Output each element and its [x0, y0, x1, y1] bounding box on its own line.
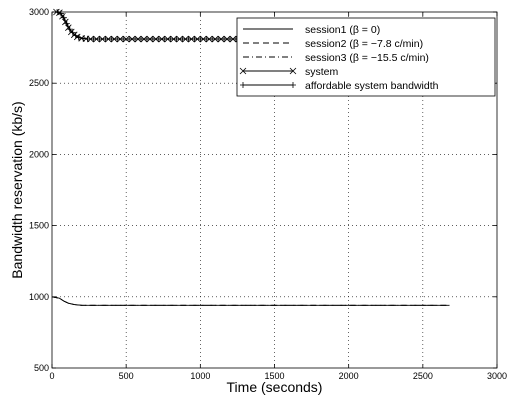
axis-ticks: 0 500 1000 1500 2000 2500 30005001000150020002…	[29, 7, 507, 381]
legend-label: session2 (β = −7.8 c/min)	[305, 38, 423, 50]
data-point	[63, 20, 70, 27]
data-point	[138, 36, 144, 43]
data-point	[108, 36, 115, 43]
grid	[52, 12, 497, 368]
data-point	[126, 36, 133, 43]
data-point	[149, 36, 156, 43]
data-point	[197, 36, 204, 43]
data-point	[209, 36, 216, 43]
legend-label: session3 (β = −15.5 c/min)	[305, 52, 429, 64]
y-tick-label: 1500	[29, 221, 49, 231]
data-point	[185, 36, 192, 43]
y-axis-title: Bandwidth reservation (kb/s)	[9, 101, 25, 278]
data-point	[90, 36, 97, 43]
y-tick-label: 2500	[29, 78, 49, 88]
data-point	[290, 82, 296, 88]
legend-box	[236, 17, 496, 97]
data-point	[69, 29, 76, 36]
data-point	[191, 36, 198, 43]
data-point	[239, 67, 247, 75]
data-point	[221, 36, 228, 43]
x-axis-title: Time (seconds)	[227, 379, 323, 395]
legend-label: affordable system bandwidth	[305, 80, 439, 92]
y-tick-label: 2000	[29, 149, 49, 159]
data-point	[114, 36, 121, 43]
data-point	[102, 36, 109, 43]
y-tick-label: 500	[34, 363, 49, 373]
x-tick-label: 0	[49, 371, 54, 381]
data-point	[75, 34, 82, 41]
data-point	[167, 36, 174, 43]
series-line	[51, 296, 450, 306]
series-3	[51, 296, 450, 306]
x-tick-label: 500	[119, 371, 134, 381]
x-tick-label: 1500	[264, 371, 284, 381]
x-tick-label: 2000	[339, 371, 359, 381]
data-point	[227, 36, 233, 43]
y-tick-label: 3000	[29, 7, 49, 17]
legend-label: system	[305, 66, 339, 78]
data-point	[60, 14, 67, 21]
x-tick-label: 2500	[413, 371, 433, 381]
data-point	[96, 36, 103, 43]
data-point	[132, 36, 139, 43]
data-point	[173, 36, 180, 43]
data-point	[179, 36, 186, 43]
data-point	[80, 35, 87, 42]
legend: session1 (β = 0) session2 (β = −7.8 c/min…	[236, 17, 496, 97]
x-tick-label: 1000	[190, 371, 210, 381]
data-point	[57, 10, 64, 17]
legend-label: session1 (β = 0)	[305, 24, 380, 36]
y-tick-label: 1000	[29, 292, 49, 302]
data-point	[289, 67, 297, 75]
data-point	[240, 82, 246, 88]
x-tick-label: 3000	[487, 371, 507, 381]
data-point	[120, 36, 127, 43]
data-point	[215, 36, 222, 43]
data-point	[203, 36, 210, 43]
data-point	[143, 36, 150, 43]
data-point	[66, 26, 73, 33]
data-point	[161, 36, 168, 43]
data-point	[84, 35, 91, 42]
data-point	[155, 36, 162, 43]
